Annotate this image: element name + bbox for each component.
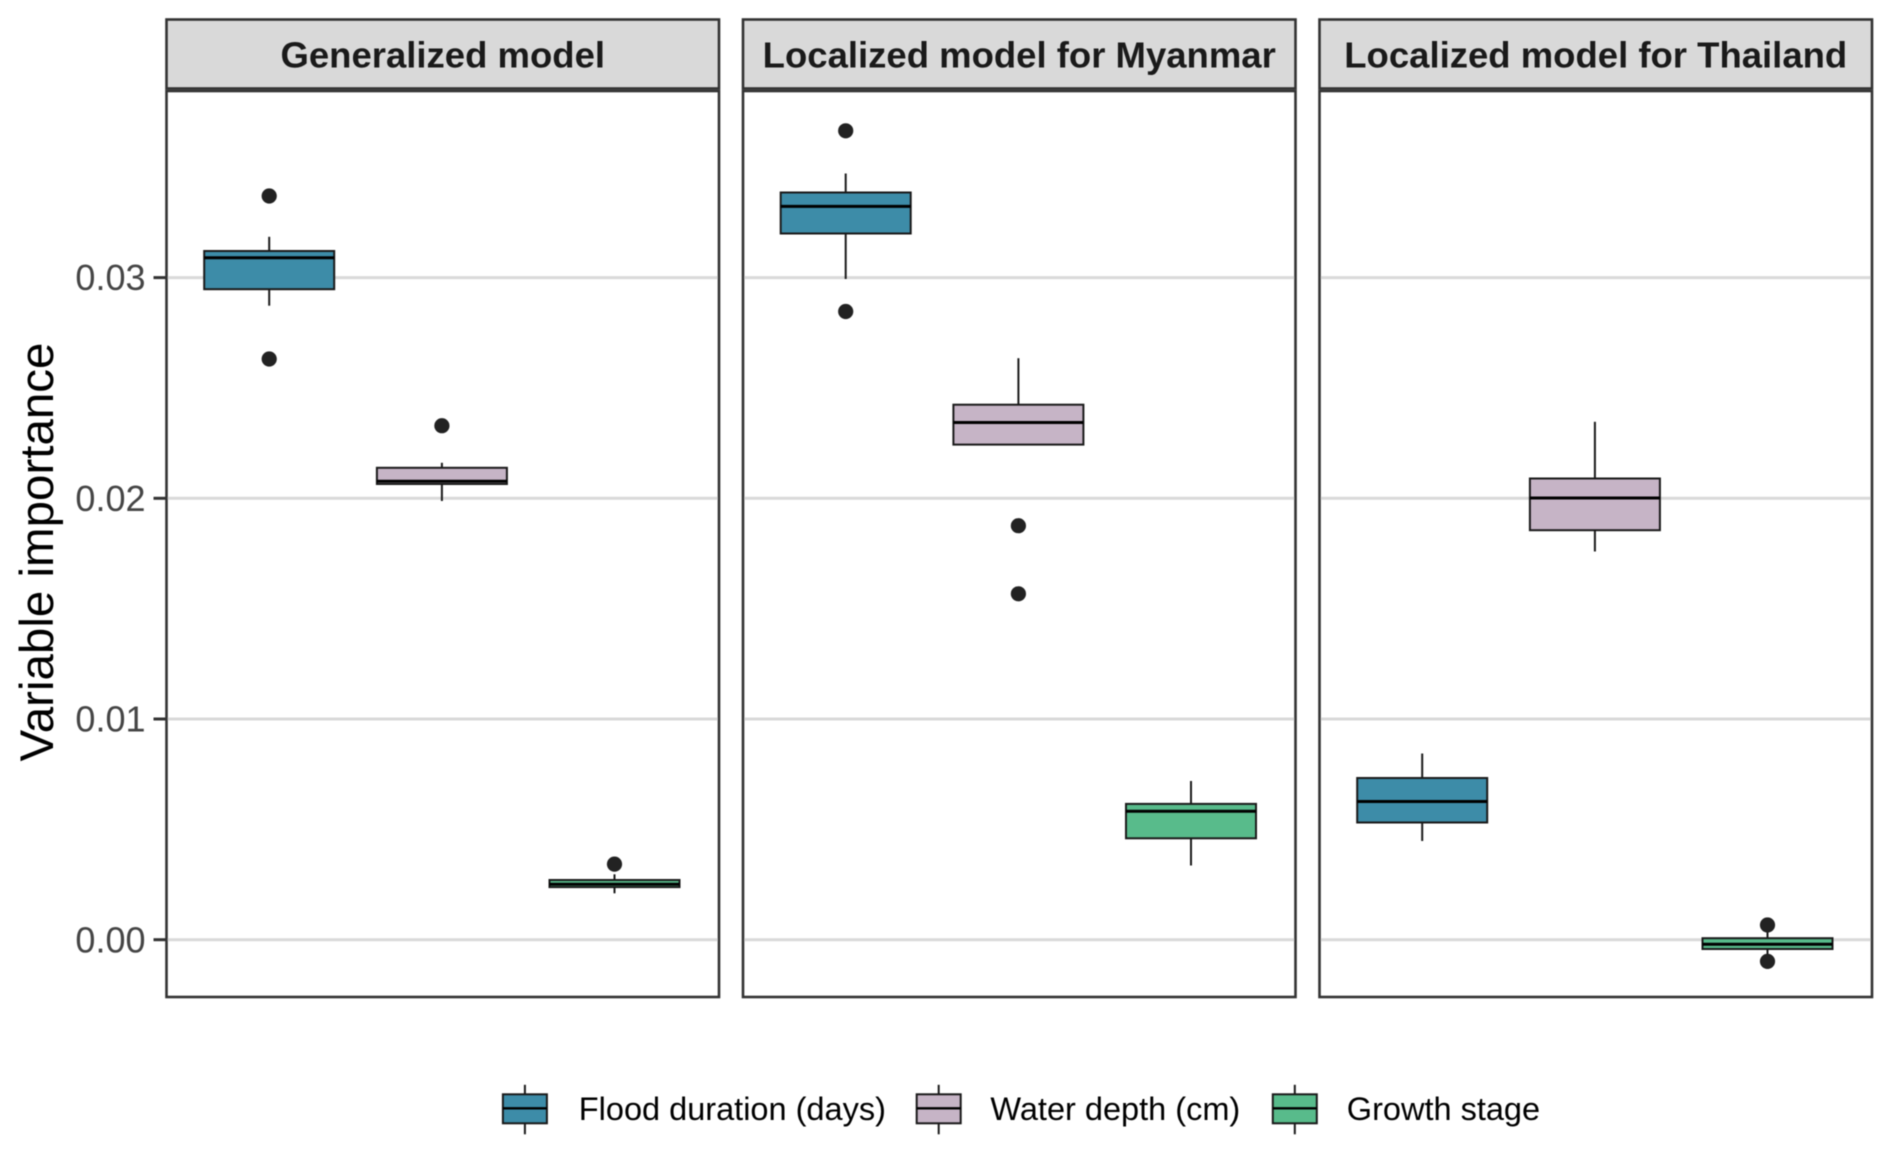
svg-text:Flood duration (days): Flood duration (days): [579, 1091, 886, 1127]
svg-text:0.02: 0.02: [75, 478, 145, 519]
svg-text:0.00: 0.00: [75, 919, 145, 960]
svg-text:Localized model for Myanmar: Localized model for Myanmar: [763, 35, 1276, 76]
svg-text:Localized model for Thailand: Localized model for Thailand: [1344, 35, 1847, 76]
svg-text:Water depth (cm): Water depth (cm): [990, 1091, 1240, 1127]
svg-text:Generalized model: Generalized model: [280, 35, 605, 76]
svg-text:0.03: 0.03: [75, 257, 145, 298]
svg-text:Growth stage: Growth stage: [1347, 1091, 1540, 1127]
svg-text:Variable importance: Variable importance: [11, 343, 64, 762]
svg-text:0.01: 0.01: [75, 699, 145, 740]
